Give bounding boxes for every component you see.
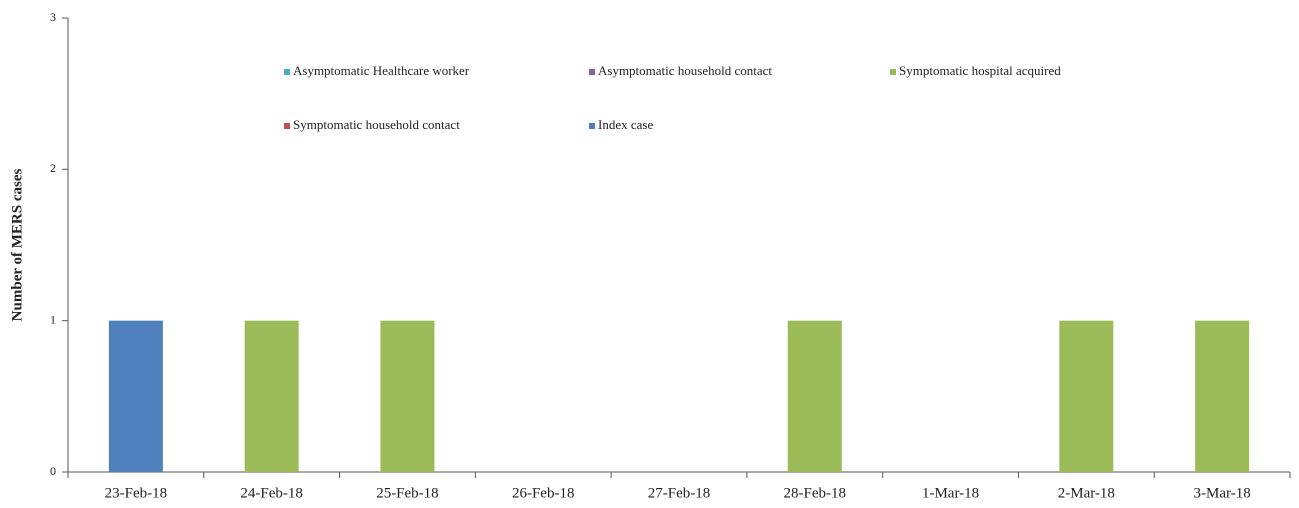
- y-tick-label: 3: [50, 10, 56, 24]
- bar-segment: [1059, 320, 1114, 472]
- legend-swatch: [589, 123, 595, 129]
- x-tick-label: 3-Mar-18: [1194, 485, 1251, 501]
- bar-segment: [787, 320, 842, 472]
- bar-segment: [1195, 320, 1250, 472]
- legend-label: Asymptomatic household contact: [598, 63, 772, 78]
- legend-label: Symptomatic hospital acquired: [899, 63, 1061, 78]
- y-tick-label: 0: [50, 464, 56, 478]
- x-tick-label: 26-Feb-18: [512, 485, 575, 501]
- legend-label: Symptomatic household contact: [293, 117, 460, 132]
- x-tick-label: 27-Feb-18: [648, 485, 711, 501]
- legend-label: Asymptomatic Healthcare worker: [293, 63, 470, 78]
- legend-swatch: [589, 69, 595, 75]
- legend-label: Index case: [598, 117, 653, 132]
- x-tick-label: 23-Feb-18: [105, 485, 168, 501]
- bar-segment: [244, 320, 299, 472]
- x-tick-label: 25-Feb-18: [376, 485, 439, 501]
- bar-segment: [108, 320, 163, 472]
- y-tick-label: 2: [50, 161, 56, 175]
- x-tick-label: 24-Feb-18: [240, 485, 303, 501]
- x-tick-label: 28-Feb-18: [784, 485, 847, 501]
- x-tick-label: 2-Mar-18: [1058, 485, 1115, 501]
- legend-swatch: [284, 69, 290, 75]
- y-tick-label: 1: [50, 312, 56, 326]
- x-tick-label: 1-Mar-18: [922, 485, 979, 501]
- legend-swatch: [284, 123, 290, 129]
- legend-swatch: [890, 69, 896, 75]
- y-axis-label: Number of MERS cases: [9, 169, 25, 322]
- bar-segment: [380, 320, 435, 472]
